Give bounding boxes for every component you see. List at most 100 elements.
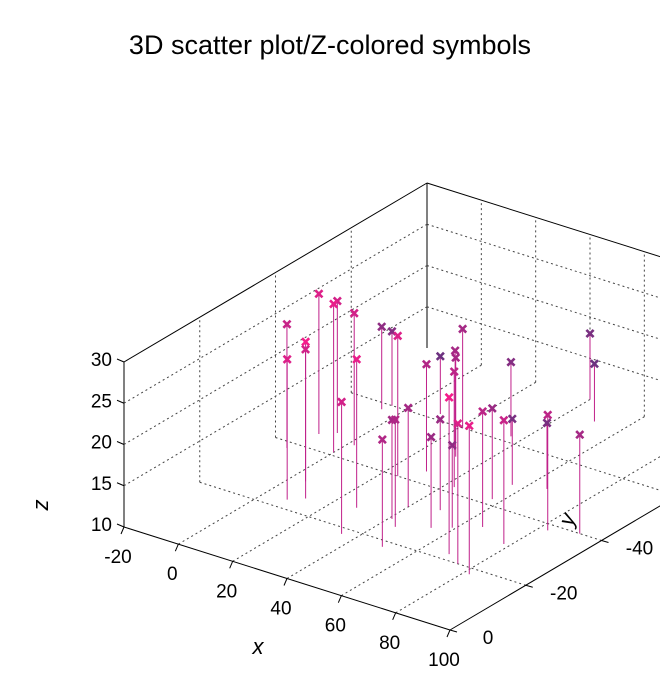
z-tick-mark (116, 482, 125, 487)
data-point (543, 410, 553, 420)
marker-stroke (393, 331, 403, 341)
data-point (435, 414, 445, 424)
marker-stroke (301, 344, 311, 354)
marker-stroke (314, 289, 324, 299)
box-edge (123, 182, 428, 363)
y-tick-mark (449, 629, 458, 633)
marker-stroke (478, 406, 488, 416)
marker-stroke (450, 346, 460, 356)
sidewall-grid-z (123, 265, 428, 445)
marker-stroke (352, 354, 362, 364)
data-point (464, 421, 474, 431)
backwall-grid-z (426, 265, 660, 340)
x-tick-label: 40 (270, 599, 291, 620)
y-tick-label: 0 (483, 628, 494, 649)
z-tick-mark (116, 358, 125, 363)
floor-grid-y (275, 437, 602, 541)
data-point (393, 331, 403, 341)
data-point (451, 353, 461, 363)
floor-grid-x (341, 416, 645, 597)
marker-stroke (589, 359, 599, 369)
x-tick-mark (337, 595, 342, 603)
x-tick-label: 20 (216, 581, 237, 602)
data-point (453, 419, 463, 429)
marker-stroke (444, 392, 454, 402)
z-tick-label: 10 (91, 515, 112, 536)
data-point (542, 418, 552, 428)
marker-stroke (421, 359, 432, 369)
data-point (487, 403, 497, 413)
data-point (352, 354, 362, 364)
data-point (349, 308, 359, 318)
marker-stroke (301, 337, 311, 347)
marker-stroke (542, 418, 552, 428)
x-axis-label: x (252, 634, 265, 659)
data-point (301, 344, 311, 354)
data-point (282, 354, 292, 364)
backwall-grid-z (426, 306, 660, 381)
z-tick-label: 20 (91, 433, 112, 454)
x-tick-mark (229, 561, 234, 569)
marker-stroke (543, 410, 553, 420)
marker-stroke (575, 430, 585, 440)
data-point (301, 337, 311, 347)
data-point (390, 415, 400, 425)
marker-stroke (426, 432, 436, 442)
z-tick-label: 15 (91, 474, 112, 495)
marker-stroke (390, 415, 400, 425)
sidewall-grid-z (123, 223, 428, 404)
data-point (314, 289, 324, 299)
marker-stroke (377, 435, 387, 445)
data-point (444, 392, 454, 402)
x-tick-mark (446, 629, 451, 638)
marker-stroke (349, 308, 359, 318)
y-tick-label: -20 (550, 583, 577, 604)
marker-stroke (282, 319, 292, 329)
floor-grid-x (232, 381, 536, 562)
floor-grid-y (199, 481, 526, 586)
data-point (506, 357, 516, 367)
data-point (450, 346, 460, 356)
data-markers (282, 289, 599, 450)
marker-stroke (449, 367, 459, 377)
data-point (426, 432, 436, 442)
data-point (282, 319, 292, 329)
marker-stroke (458, 324, 468, 334)
sidewall-grid-z (123, 306, 428, 487)
marker-stroke (282, 354, 292, 364)
grid-lines (123, 200, 660, 614)
y-tick-label: -40 (626, 539, 653, 560)
data-point (337, 397, 347, 407)
data-point (507, 414, 517, 424)
marker-stroke (453, 419, 463, 429)
y-tick-mark (525, 584, 533, 588)
z-axis-label: z (28, 500, 53, 512)
stems (286, 293, 595, 575)
data-point (447, 440, 457, 450)
marker-stroke (329, 299, 339, 309)
x-tick-label: 80 (379, 633, 400, 654)
data-point (449, 367, 459, 377)
z-tick-label: 25 (91, 391, 112, 412)
marker-stroke (499, 415, 509, 425)
x-tick-mark (283, 578, 288, 586)
data-point (575, 430, 585, 440)
data-point (589, 359, 599, 369)
data-point (499, 415, 509, 425)
data-point (329, 299, 339, 309)
backwall-grid-z (426, 223, 660, 299)
data-point (377, 322, 387, 332)
z-tick-mark (116, 441, 125, 445)
data-point (403, 403, 413, 413)
z-tick-mark (116, 523, 125, 528)
x-tick-mark (392, 612, 397, 621)
x-tick-mark (174, 543, 179, 552)
chart-title: 3D scatter plot/Z-colored symbols (128, 30, 532, 60)
x-tick-label: 100 (428, 650, 460, 671)
marker-stroke (403, 403, 413, 413)
x-tick-label: -20 (104, 547, 131, 568)
x-tick-label: 0 (167, 564, 178, 585)
marker-stroke (506, 357, 516, 367)
